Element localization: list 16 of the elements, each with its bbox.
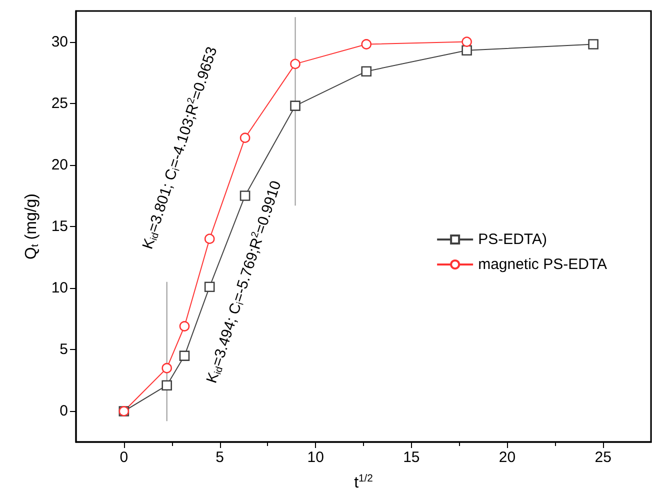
y-axis-title: Qt (mg/g) <box>22 194 41 260</box>
y-tick-label: 15 <box>51 218 68 235</box>
legend-label: PS-EDTA) <box>478 231 547 248</box>
y-tick-label: 10 <box>51 280 68 297</box>
x-tick-label: 20 <box>498 449 516 466</box>
x-tick-label: 15 <box>403 449 420 466</box>
legend-label: magnetic PS-EDTA <box>478 256 608 273</box>
x-tick-label: 25 <box>594 449 612 466</box>
y-tick-label: 25 <box>51 94 68 112</box>
x-tick-label: 0 <box>120 449 128 466</box>
x-tick-label: 5 <box>216 449 224 466</box>
y-tick-label: 5 <box>60 341 68 358</box>
y-tick-label: 30 <box>51 33 68 50</box>
y-tick-label: 0 <box>60 402 68 420</box>
x-tick-label: 10 <box>307 449 324 466</box>
y-tick-label: 20 <box>51 156 68 174</box>
